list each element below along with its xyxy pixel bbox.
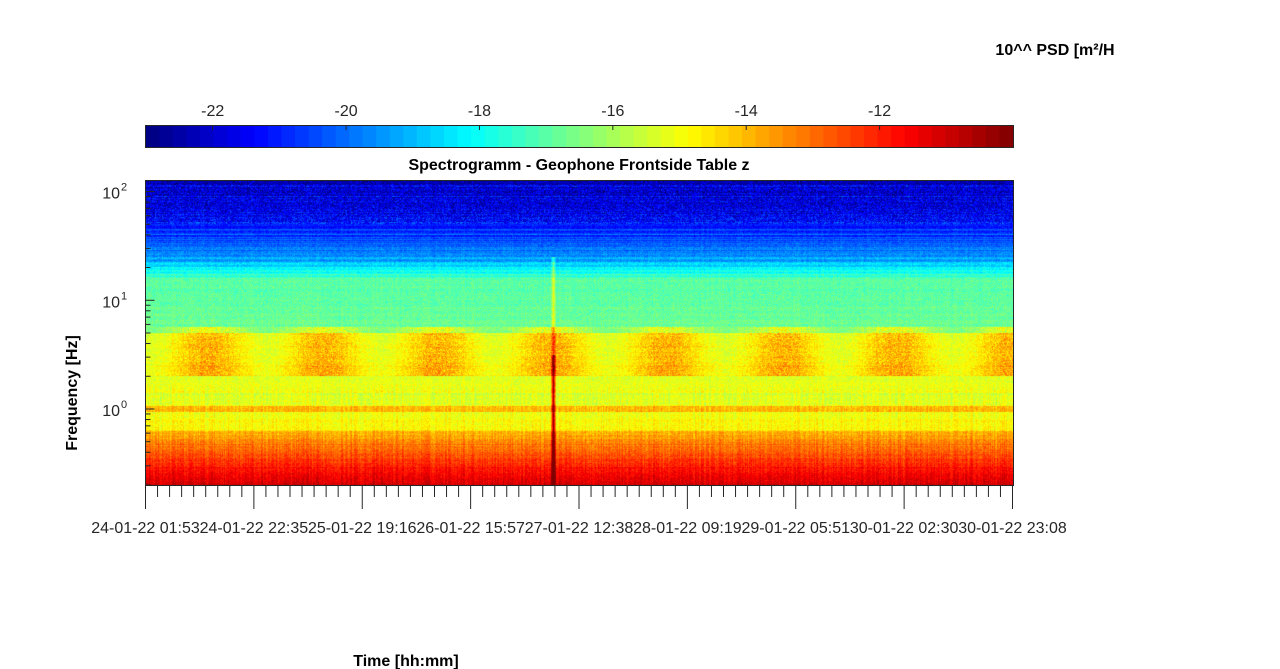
x-tick-label: 26-01-22 15:57: [416, 520, 525, 537]
colorbar-tick-label: -20: [335, 103, 358, 120]
x-tick-label: 27-01-22 12:38: [525, 520, 634, 537]
colorbar-cell: [972, 126, 987, 147]
colorbar: -22 -20 -18 -16 -14 -12: [145, 103, 1014, 148]
colorbar-label: 10^^ PSD [m²/H: [995, 42, 1114, 59]
colorbar-cell: [146, 126, 161, 147]
colorbar-cell: [877, 126, 892, 147]
colorbar-cell: [660, 126, 675, 147]
colorbar-cell: [376, 126, 391, 147]
colorbar-cell: [335, 126, 350, 147]
colorbar-cell: [362, 126, 377, 147]
colorbar-cell: [159, 126, 174, 147]
colorbar-cell: [850, 126, 865, 147]
colorbar-cell: [836, 126, 852, 147]
colorbar-cell: [809, 126, 824, 147]
colorbar-cell: [999, 126, 1014, 147]
colorbar-cell: [755, 126, 770, 147]
colorbar-cell: [498, 126, 513, 147]
colorbar-cell: [349, 126, 364, 147]
x-tick-label: 30-01-22 23:08: [958, 520, 1067, 537]
colorbar-cell: [254, 126, 269, 147]
colorbar-cell: [823, 126, 838, 147]
colorbar-cell: [742, 126, 757, 147]
colorbar-cell: [647, 126, 662, 147]
y-tick-label: 10: [102, 186, 120, 203]
colorbar-cell: [769, 126, 784, 147]
colorbar-cell: [430, 126, 445, 147]
colorbar-cell: [985, 126, 1001, 147]
colorbar-cell: [891, 126, 906, 147]
colorbar-tick-label: -18: [468, 103, 491, 120]
colorbar-cell: [863, 126, 879, 147]
colorbar-cell: [484, 126, 499, 147]
colorbar-cell: [945, 126, 960, 147]
colorbar-cell: [538, 126, 554, 147]
colorbar-frame: [145, 125, 1014, 148]
colorbar-cell: [444, 126, 459, 147]
colorbar-tick-label: -12: [868, 103, 891, 120]
colorbar-cell: [200, 126, 215, 147]
x-tick-label: 24-01-22 22:35: [200, 520, 309, 537]
y-tick-label: 10: [102, 403, 120, 420]
colorbar-cell: [267, 126, 283, 147]
colorbar-cell: [593, 126, 608, 147]
colorbar-cell: [416, 126, 432, 147]
colorbar-cell: [620, 126, 635, 147]
colorbar-cell: [565, 126, 581, 147]
colorbar-cell: [687, 126, 703, 147]
colorbar-cell: [904, 126, 919, 147]
colorbar-cell: [918, 126, 933, 147]
colorbar-cell: [471, 126, 486, 147]
y-axis-label: Frequency [Hz]: [64, 335, 81, 451]
colorbar-cell: [240, 126, 255, 147]
colorbar-cell: [552, 126, 567, 147]
x-tick-label: 29-01-22 05:51: [741, 520, 850, 537]
colorbar-tick-label: -16: [601, 103, 624, 120]
colorbar-cell: [782, 126, 797, 147]
y-tick-label-exponent: 2: [121, 182, 127, 194]
colorbar-cell: [213, 126, 228, 147]
colorbar-tick-label: -22: [201, 103, 224, 120]
colorbar-cell: [958, 126, 973, 147]
colorbar-cell: [295, 126, 310, 147]
colorbar-cell: [701, 126, 716, 147]
colorbar-cell: [606, 126, 621, 147]
colorbar-cell: [281, 126, 296, 147]
x-tick-label: 24-01-22 01:53: [91, 520, 200, 537]
x-tick-label: 25-01-22 19:16: [308, 520, 417, 537]
colorbar-cell: [796, 126, 811, 147]
colorbar-cell: [728, 126, 743, 147]
x-tick-label: 30-01-22 02:30: [850, 520, 959, 537]
colorbar-tick-label: -14: [735, 103, 758, 120]
colorbar-cell: [579, 126, 594, 147]
colorbar-cell: [186, 126, 201, 147]
colorbar-cell: [227, 126, 242, 147]
colorbar-cell: [322, 126, 337, 147]
x-tick-label: 28-01-22 09:19: [633, 520, 742, 537]
colorbar-cell: [674, 126, 689, 147]
x-axis-label: Time [hh:mm]: [353, 653, 458, 669]
colorbar-cell: [173, 126, 188, 147]
colorbar-cell: [403, 126, 418, 147]
colorbar-cell: [457, 126, 472, 147]
colorbar-cell: [525, 126, 540, 147]
colorbar-cell: [714, 126, 730, 147]
spectrogram-image: [146, 181, 1013, 485]
y-tick-label-exponent: 0: [121, 399, 127, 411]
colorbar-cell: [308, 126, 323, 147]
colorbar-cell: [931, 126, 946, 147]
chart-title: Spectrogramm - Geophone Frontside Table …: [408, 157, 749, 174]
colorbar-cell: [511, 126, 526, 147]
colorbar-cell: [633, 126, 648, 147]
colorbar-cell: [389, 126, 404, 147]
y-tick-label: 10: [102, 294, 120, 311]
y-tick-label-exponent: 1: [121, 290, 127, 302]
